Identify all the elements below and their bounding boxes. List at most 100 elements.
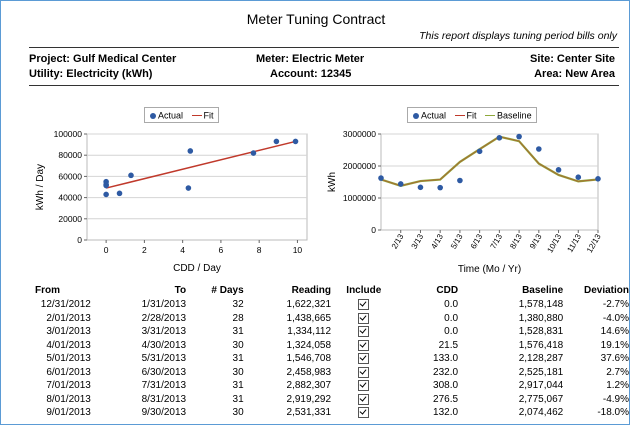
actual-point xyxy=(378,175,384,181)
baseline-legend-swatch xyxy=(485,115,496,117)
y-axis-title: kWh / Day xyxy=(35,164,46,210)
x-tick-label: 8/13 xyxy=(508,232,524,250)
cell-from: 3/01/2013 xyxy=(46,326,91,338)
include-checkbox[interactable] xyxy=(358,407,370,419)
cell-from: 6/01/2013 xyxy=(46,366,91,378)
include-checkbox[interactable] xyxy=(358,339,370,351)
include-checkbox-cell[interactable] xyxy=(331,325,397,339)
x-tick-label: 8 xyxy=(257,245,262,255)
table-row: 6/01/2013 6/30/2013 30 2,458,983 232.0 2,525,… xyxy=(29,366,629,380)
x-tick-label: 3/13 xyxy=(410,232,426,250)
fit-legend-swatch xyxy=(454,115,465,117)
report-subtitle: This report displays tuning period bills… xyxy=(419,30,617,42)
col-header-baseline: Baseline xyxy=(522,284,564,296)
cell-reading: 2,531,331 xyxy=(286,407,332,419)
include-checkbox[interactable] xyxy=(358,366,370,378)
cell-from: 12/31/2012 xyxy=(40,299,91,311)
cell-baseline: 1,380,880 xyxy=(518,312,564,324)
y-tick-label: 2000000 xyxy=(343,161,376,171)
actual-point xyxy=(536,146,542,152)
x-tick-label: 2/13 xyxy=(390,232,406,250)
include-checkbox-cell[interactable] xyxy=(331,406,397,420)
actual-point xyxy=(292,138,299,145)
scatter-legend-fit: Fit xyxy=(203,110,214,121)
plot-area xyxy=(86,133,308,241)
cell-days: 31 xyxy=(232,353,244,365)
baseline-line xyxy=(380,135,599,187)
table-row: 3/01/2013 3/31/2013 31 1,334,112 0.0 1,528,83… xyxy=(29,325,629,339)
actual-point xyxy=(397,181,404,187)
include-checkbox-cell[interactable] xyxy=(331,339,397,353)
cell-to: 9/30/2013 xyxy=(141,407,187,419)
include-checkbox[interactable] xyxy=(358,380,370,392)
cell-to: 7/31/2013 xyxy=(141,380,187,392)
cell-days: 31 xyxy=(232,326,244,338)
cell-to: 4/30/2013 xyxy=(141,339,187,351)
include-checkbox[interactable] xyxy=(358,312,370,324)
include-checkbox-cell[interactable] xyxy=(331,352,397,366)
actual-point xyxy=(575,174,582,180)
x-axis-title: Time (Mo / Yr) xyxy=(458,264,521,275)
ts-legend-fit: Fit xyxy=(466,110,477,121)
fit-line xyxy=(105,140,296,189)
include-checkbox[interactable] xyxy=(358,353,370,365)
cell-deviation: -4.0% xyxy=(602,312,629,324)
table-row: 5/01/2013 5/31/2013 31 1,546,708 133.0 2,128,… xyxy=(29,352,629,366)
cell-from: 7/01/2013 xyxy=(46,380,91,392)
actual-legend-marker xyxy=(150,112,156,119)
x-tick-label: 7/13 xyxy=(489,232,505,250)
account-label: Account: 12345 xyxy=(270,68,352,80)
site-label: Site: Center Site xyxy=(530,53,615,65)
cell-to: 8/31/2013 xyxy=(141,393,187,405)
actual-point xyxy=(103,178,109,185)
header-rule-top xyxy=(29,47,619,48)
include-checkbox-cell[interactable] xyxy=(331,393,397,407)
cell-baseline: 2,917,044 xyxy=(518,380,564,392)
col-header-include: Include xyxy=(346,284,382,296)
x-tick-label: 9/13 xyxy=(528,232,544,250)
include-checkbox-cell[interactable] xyxy=(331,379,397,393)
col-header-to: To xyxy=(174,284,187,296)
cell-baseline: 1,578,148 xyxy=(518,299,564,311)
actual-point xyxy=(516,133,522,140)
cell-from: 9/01/2013 xyxy=(46,407,91,419)
cell-cdd: 132.0 xyxy=(433,407,459,419)
actual-point xyxy=(116,190,123,197)
actual-legend-marker xyxy=(413,112,419,119)
include-checkbox-cell[interactable] xyxy=(331,298,397,312)
include-checkbox[interactable] xyxy=(358,299,370,311)
cell-deviation: 2.7% xyxy=(606,366,629,378)
x-tick-label: 12/13 xyxy=(585,232,603,254)
bills-table: From To # Days Reading Include CDD Baseline Dev… xyxy=(29,282,629,420)
col-header-days: # Days xyxy=(211,284,244,296)
meter-label: Meter: Electric Meter xyxy=(256,53,365,65)
utility-label: Utility: Electricity (kWh) xyxy=(29,68,153,80)
cell-cdd: 232.0 xyxy=(433,366,459,378)
cell-to: 3/31/2013 xyxy=(141,326,187,338)
cell-deviation: 19.1% xyxy=(600,339,629,351)
actual-point xyxy=(555,167,562,173)
y-tick-label: 3000000 xyxy=(343,129,376,139)
table-header-row: From To # Days Reading Include CDD Baseline Dev… xyxy=(29,282,629,298)
table-row: 8/01/2013 8/31/2013 31 2,919,292 276.5 2,775,… xyxy=(29,393,629,407)
table-row: 2/01/2013 2/28/2013 28 1,438,665 0.0 1,380,88… xyxy=(29,312,629,326)
cell-days: 31 xyxy=(232,393,244,405)
include-checkbox[interactable] xyxy=(358,326,370,338)
cell-deviation: -4.9% xyxy=(602,393,629,405)
include-checkbox[interactable] xyxy=(358,393,370,405)
cell-to: 1/31/2013 xyxy=(141,299,187,311)
cell-baseline: 2,128,287 xyxy=(518,353,564,365)
cell-baseline: 2,775,067 xyxy=(518,393,564,405)
include-checkbox-cell[interactable] xyxy=(331,366,397,380)
x-tick-label: 5/13 xyxy=(449,232,465,250)
include-checkbox-cell[interactable] xyxy=(331,312,397,326)
y-tick-label: 60000 xyxy=(58,171,82,181)
cell-deviation: -2.7% xyxy=(602,299,629,311)
actual-point xyxy=(250,150,257,156)
scatter-legend: Actual Fit xyxy=(144,107,219,123)
cell-reading: 1,324,058 xyxy=(286,339,332,351)
cell-cdd: 308.0 xyxy=(433,380,459,392)
fit-legend-swatch xyxy=(191,115,202,117)
cell-reading: 1,546,708 xyxy=(286,353,332,365)
